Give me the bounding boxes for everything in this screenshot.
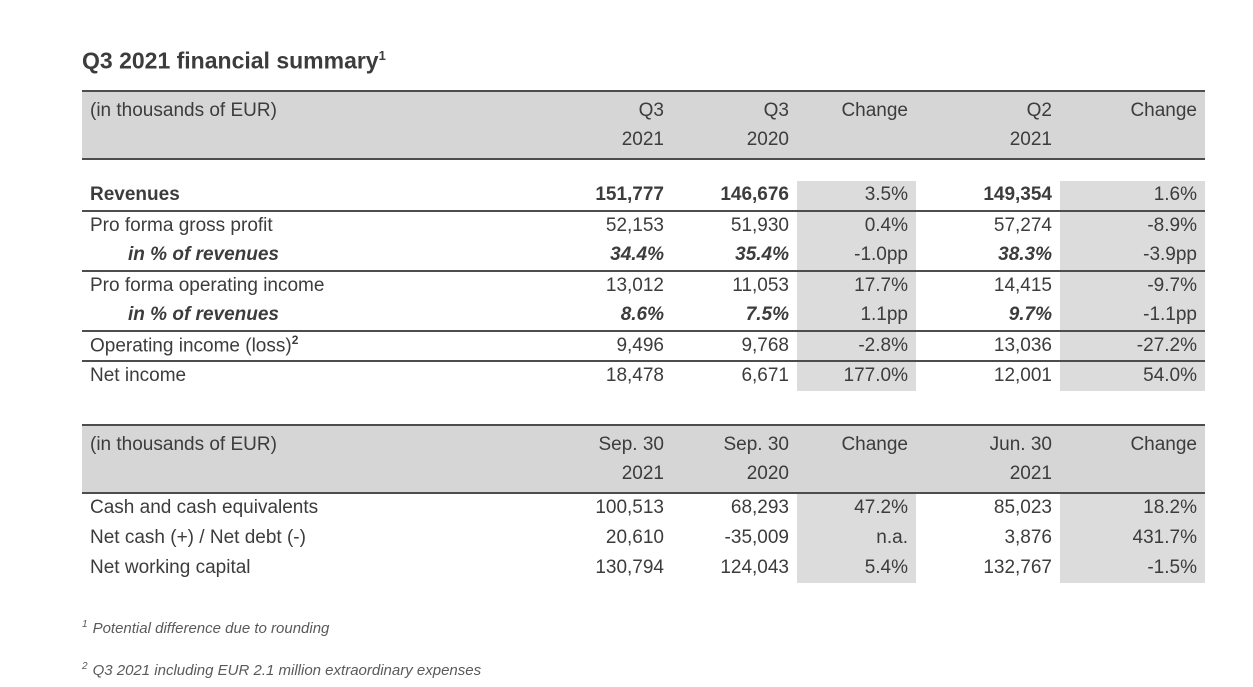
- change-cell: 431.7%: [1060, 522, 1205, 553]
- column-header: Q2 2021: [916, 89, 1060, 160]
- cash-position-table: (in thousands of EUR) Sep. 30 2021 Sep. 30 2…: [82, 423, 1205, 583]
- change-cell: -27.2%: [1060, 330, 1205, 362]
- change-cell: -1.5%: [1060, 552, 1205, 583]
- page-title: Q3 2021 financial summary1: [82, 42, 1253, 75]
- table-row: Net cash (+) / Net debt (-) 20,610 -35,009…: [82, 522, 1205, 553]
- table-row: Net income 18,478 6,671 177.0% 12,001 54.0%: [82, 360, 1205, 391]
- change-cell: 3.5%: [797, 180, 916, 212]
- value-cell: 3,876: [1004, 526, 1052, 548]
- change-cell: -1.0pp: [797, 240, 916, 272]
- value-cell: 18,478: [605, 365, 664, 387]
- change-cell: 18.2%: [1060, 492, 1205, 523]
- value-cell: 130,794: [595, 556, 664, 578]
- row-label: Revenues: [82, 180, 540, 212]
- row-label: Net income: [90, 365, 187, 387]
- row-label: in % of revenues: [82, 240, 540, 272]
- table-row: Net working capital 130,794 124,043 5.4% 132…: [82, 552, 1205, 583]
- value-cell: 7.5%: [672, 300, 797, 332]
- value-cell: 51,930: [730, 215, 789, 237]
- value-cell: 8.6%: [540, 300, 672, 332]
- value-cell: 132,767: [983, 556, 1052, 578]
- change-cell: -2.8%: [797, 330, 916, 362]
- row-label: Operating income (loss)2: [82, 330, 540, 362]
- row-label: Pro forma operating income: [90, 275, 325, 297]
- value-cell: 13,012: [605, 275, 664, 297]
- footnote-2-text: Q3 2021 including EUR 2.1 million extrao…: [92, 661, 482, 679]
- value-cell: 38.3%: [916, 240, 1060, 272]
- value-cell: 100,513: [595, 497, 664, 519]
- value-cell: 13,036: [916, 330, 1060, 362]
- table-row: Operating income (loss)2 9,496 9,768 -2.8% 1…: [82, 330, 1205, 362]
- unit-label: (in thousands of EUR): [82, 423, 540, 494]
- table-row: Pro forma operating income 13,012 11,053 17…: [82, 270, 1205, 301]
- footnote-1-text: Potential difference due to rounding: [92, 619, 330, 637]
- change-cell: 1.6%: [1060, 180, 1205, 212]
- value-cell: 9,768: [672, 330, 797, 362]
- table-row: in % of revenues 8.6% 7.5% 1.1pp 9.7% -1.1pp: [82, 300, 1205, 332]
- value-cell: 9.7%: [916, 300, 1060, 332]
- column-header: Q3 2021: [540, 89, 672, 160]
- income-statement-table: (in thousands of EUR) Q3 2021 Q3 2020 Change Q…: [82, 89, 1205, 391]
- change-cell: 54.0%: [1060, 360, 1205, 391]
- column-header: Change: [1060, 423, 1205, 494]
- table-row: Pro forma gross profit 52,153 51,930 0.4% 57…: [82, 210, 1205, 241]
- page-title-text: Q3 2021 financial summary: [82, 47, 379, 74]
- value-cell: 35.4%: [672, 240, 797, 272]
- change-cell: 177.0%: [797, 360, 916, 391]
- value-cell: 124,043: [720, 556, 789, 578]
- value-cell: 14,415: [993, 275, 1052, 297]
- change-cell: n.a.: [797, 522, 916, 553]
- change-cell: -8.9%: [1060, 210, 1205, 241]
- column-header: Q3 2020: [672, 89, 797, 160]
- table-header-row: (in thousands of EUR) Sep. 30 2021 Sep. 30 2…: [82, 423, 1205, 494]
- value-cell: 149,354: [916, 180, 1060, 212]
- value-cell: 85,023: [993, 497, 1052, 519]
- footnote-1-marker: 1: [82, 618, 88, 630]
- change-cell: 0.4%: [797, 210, 916, 241]
- change-cell: -9.7%: [1060, 270, 1205, 301]
- change-cell: 47.2%: [797, 492, 916, 523]
- value-cell: 11,053: [732, 275, 789, 297]
- row-label: Pro forma gross profit: [90, 215, 273, 237]
- column-header: Jun. 30 2021: [916, 423, 1060, 494]
- value-cell: 57,274: [993, 215, 1052, 237]
- change-cell: -3.9pp: [1060, 240, 1205, 272]
- change-cell: 17.7%: [797, 270, 916, 301]
- row-label: Net cash (+) / Net debt (-): [90, 526, 306, 548]
- footnote-ref-2: 2: [291, 333, 299, 348]
- table-row: in % of revenues 34.4% 35.4% -1.0pp 38.3% -3.…: [82, 240, 1205, 272]
- value-cell: 9,496: [540, 330, 672, 362]
- table-row: Cash and cash equivalents 100,513 68,293 47…: [82, 492, 1205, 523]
- footnote-1: 1 Potential difference due to rounding: [82, 613, 1253, 641]
- value-cell: -35,009: [724, 526, 789, 548]
- change-cell: 5.4%: [797, 552, 916, 583]
- footnote-ref-1: 1: [378, 48, 386, 63]
- value-cell: 146,676: [672, 180, 797, 212]
- value-cell: 12,001: [993, 365, 1052, 387]
- row-label: in % of revenues: [82, 300, 540, 332]
- value-cell: 52,153: [605, 215, 664, 237]
- value-cell: 20,610: [605, 526, 664, 548]
- change-cell: 1.1pp: [797, 300, 916, 332]
- unit-label: (in thousands of EUR): [82, 89, 540, 160]
- table-row: Revenues 151,777 146,676 3.5% 149,354 1.6%: [82, 180, 1205, 212]
- column-header: Sep. 30 2021: [540, 423, 672, 494]
- table-header-row: (in thousands of EUR) Q3 2021 Q3 2020 Change Q…: [82, 89, 1205, 160]
- value-cell: 6,671: [741, 365, 789, 387]
- row-label: Net working capital: [90, 556, 251, 578]
- change-cell: -1.1pp: [1060, 300, 1205, 332]
- row-label: Cash and cash equivalents: [90, 497, 319, 519]
- footnote-2: 2 Q3 2021 including EUR 2.1 million extra…: [82, 655, 1253, 683]
- value-cell: 151,777: [540, 180, 672, 212]
- column-header: Sep. 30 2020: [672, 423, 797, 494]
- column-header: Change: [797, 423, 916, 494]
- value-cell: 34.4%: [540, 240, 672, 272]
- column-header: Change: [1060, 89, 1205, 160]
- value-cell: 68,293: [730, 497, 789, 519]
- footnote-2-marker: 2: [82, 660, 88, 672]
- spacer-row: [82, 158, 1205, 181]
- column-header: Change: [797, 89, 916, 160]
